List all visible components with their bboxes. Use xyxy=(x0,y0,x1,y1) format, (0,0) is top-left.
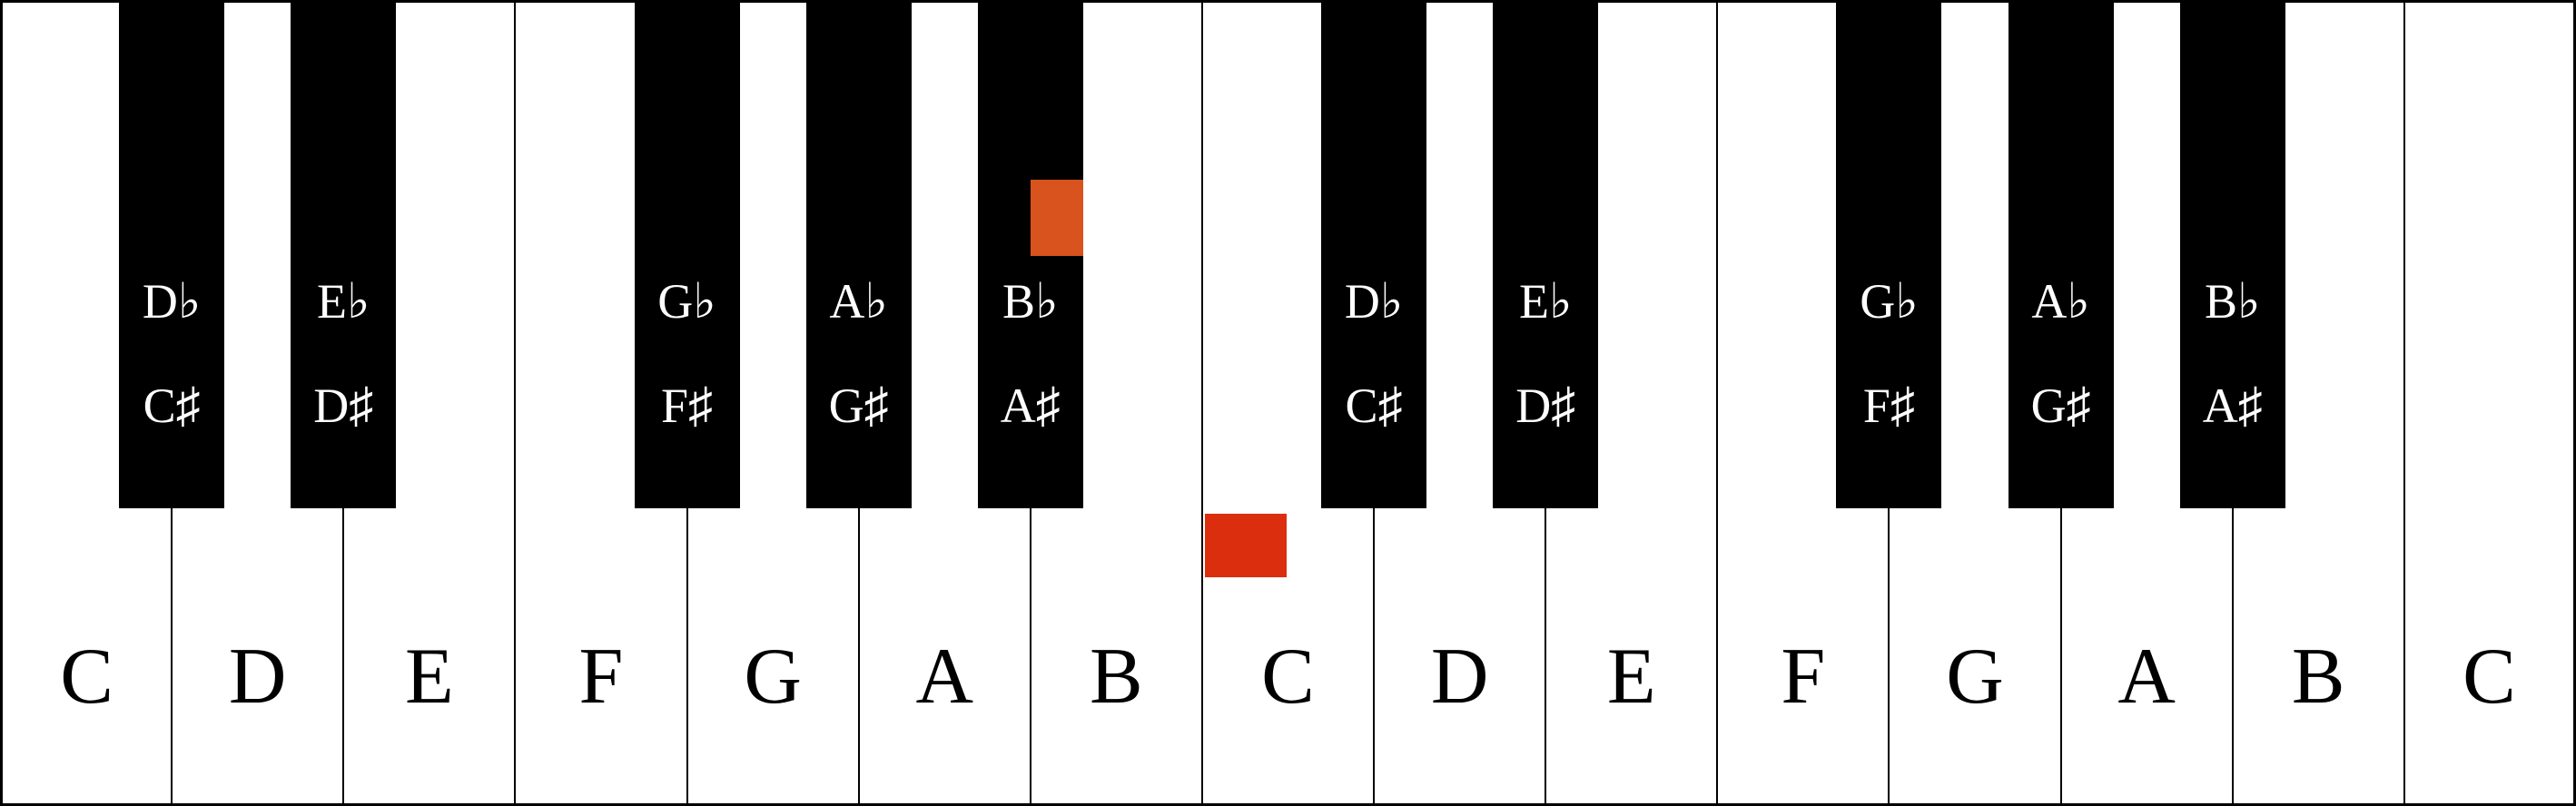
black-key-sharp-label: D♯ xyxy=(1493,381,1598,430)
white-key-label: C xyxy=(1203,637,1373,717)
black-key-flat-label: E♭ xyxy=(291,277,396,326)
black-key-fsharp[interactable]: G♭ F♯ xyxy=(635,0,740,508)
white-key-label: C xyxy=(3,637,171,717)
marker-bflat xyxy=(1031,180,1083,256)
black-key-flat-label: B♭ xyxy=(978,277,1083,326)
piano-keyboard: CDEFGABCDEFGABCD♭C♯E♭D♯G♭F♯A♭G♯B♭A♯D♭C♯E… xyxy=(0,0,2576,806)
black-key-sharp-label: A♯ xyxy=(2180,381,2285,430)
black-key-gsharp[interactable]: A♭ G♯ xyxy=(2008,0,2114,508)
white-key-c-14[interactable]: C xyxy=(2404,0,2576,806)
white-key-label: F xyxy=(516,637,686,717)
black-key-sharp-label: G♯ xyxy=(806,381,912,430)
white-key-label: D xyxy=(173,637,342,717)
white-key-label: A xyxy=(860,637,1030,717)
black-key-flat-label: E♭ xyxy=(1493,277,1598,326)
white-key-label: D xyxy=(1375,637,1545,717)
black-key-csharp[interactable]: D♭ C♯ xyxy=(1321,0,1426,508)
white-key-label: G xyxy=(688,637,858,717)
black-key-flat-label: A♭ xyxy=(2008,277,2114,326)
black-key-flat-label: G♭ xyxy=(635,277,740,326)
black-key-flat-label: A♭ xyxy=(806,277,912,326)
black-key-flat-label: D♭ xyxy=(1321,277,1426,326)
black-key-flat-label: B♭ xyxy=(2180,277,2285,326)
white-key-label: F xyxy=(1718,637,1888,717)
black-key-gsharp[interactable]: A♭ G♯ xyxy=(806,0,912,508)
black-key-sharp-label: A♯ xyxy=(978,381,1083,430)
white-key-label: E xyxy=(344,637,514,717)
black-key-sharp-label: F♯ xyxy=(1836,381,1941,430)
white-key-label: B xyxy=(1031,637,1201,717)
black-key-sharp-label: C♯ xyxy=(1321,381,1426,430)
black-key-flat-label: D♭ xyxy=(119,277,224,326)
black-key-sharp-label: G♯ xyxy=(2008,381,2114,430)
white-key-label: G xyxy=(1890,637,2059,717)
black-key-dsharp[interactable]: E♭ D♯ xyxy=(1493,0,1598,508)
black-key-flat-label: G♭ xyxy=(1836,277,1941,326)
marker-c xyxy=(1205,514,1287,577)
white-key-label: A xyxy=(2062,637,2232,717)
black-key-sharp-label: D♯ xyxy=(291,381,396,430)
black-key-csharp[interactable]: D♭ C♯ xyxy=(119,0,224,508)
white-key-label: E xyxy=(1546,637,1716,717)
black-key-asharp[interactable]: B♭ A♯ xyxy=(2180,0,2285,508)
black-key-fsharp[interactable]: G♭ F♯ xyxy=(1836,0,1941,508)
black-key-sharp-label: F♯ xyxy=(635,381,740,430)
white-key-label: B xyxy=(2234,637,2403,717)
black-key-dsharp[interactable]: E♭ D♯ xyxy=(291,0,396,508)
black-key-sharp-label: C♯ xyxy=(119,381,224,430)
white-key-label: C xyxy=(2405,637,2573,717)
